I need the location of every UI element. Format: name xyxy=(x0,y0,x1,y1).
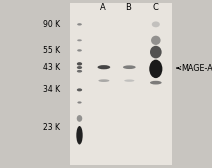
Ellipse shape xyxy=(77,70,82,73)
Ellipse shape xyxy=(123,65,136,69)
Ellipse shape xyxy=(77,101,82,103)
Text: A: A xyxy=(100,3,106,12)
Ellipse shape xyxy=(77,115,82,122)
Text: 90 K: 90 K xyxy=(43,20,60,29)
Ellipse shape xyxy=(150,46,162,58)
Text: C: C xyxy=(153,3,159,12)
Ellipse shape xyxy=(98,65,110,69)
Ellipse shape xyxy=(98,79,109,82)
Ellipse shape xyxy=(77,66,82,69)
Bar xyxy=(70,3,172,165)
Text: 23 K: 23 K xyxy=(43,123,60,132)
Ellipse shape xyxy=(77,62,82,66)
Ellipse shape xyxy=(150,81,162,85)
Text: MAGE-A1: MAGE-A1 xyxy=(181,64,212,73)
Ellipse shape xyxy=(151,36,161,45)
Ellipse shape xyxy=(77,23,82,26)
Text: 43 K: 43 K xyxy=(43,63,60,72)
Ellipse shape xyxy=(77,49,82,52)
Ellipse shape xyxy=(152,22,160,27)
Ellipse shape xyxy=(77,39,82,41)
Ellipse shape xyxy=(77,88,82,91)
Ellipse shape xyxy=(76,126,83,144)
Ellipse shape xyxy=(124,79,134,82)
Text: B: B xyxy=(125,3,131,12)
Ellipse shape xyxy=(149,60,162,78)
Text: 55 K: 55 K xyxy=(43,46,60,55)
Text: 34 K: 34 K xyxy=(43,85,60,94)
